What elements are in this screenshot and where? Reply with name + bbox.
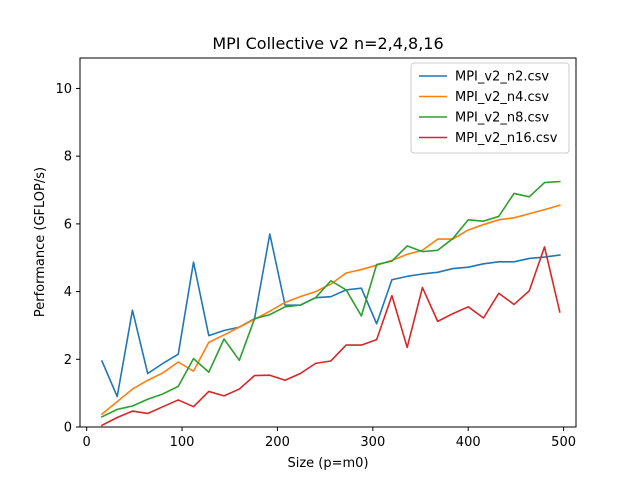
x-axis-label: Size (p=m0) [287, 456, 368, 471]
legend-item: MPI_v2_n8.csv [419, 111, 549, 126]
x-tick-label: 100 [170, 435, 195, 450]
legend-item: MPI_v2_n2.csv [419, 70, 549, 85]
legend: MPI_v2_n2.csv MPI_v2_n4.csv MPI_v2_n8.csv M… [410, 62, 570, 154]
legend-label: MPI_v2_n16.csv [455, 131, 558, 146]
y-tick-label: 0 [64, 421, 72, 436]
legend-label: MPI_v2_n8.csv [455, 111, 549, 126]
series-line-1 [100, 233, 561, 398]
legend-label: MPI_v2_n2.csv [455, 70, 549, 85]
axis-ticks: 0 100 200 300 400 500 0 2 4 6 8 10 [55, 82, 576, 450]
series-layer [100, 180, 561, 427]
y-axis-label: Performance (GFLOP/s) [33, 167, 48, 317]
legend-box [410, 62, 570, 154]
x-tick-label: 300 [360, 435, 385, 450]
y-tick-label: 10 [55, 82, 72, 97]
x-tick-label: 500 [551, 435, 576, 450]
series-line-3 [100, 180, 561, 418]
y-tick-label: 8 [64, 150, 72, 165]
x-tick-label: 400 [456, 435, 481, 450]
y-tick-label: 2 [64, 353, 72, 368]
chart-title: MPI Collective v2 n=2,4,8,16 [212, 34, 443, 53]
y-tick-label: 6 [64, 217, 72, 232]
series-line-2 [100, 204, 561, 416]
plot-area-frame [79, 57, 577, 428]
legend-item: MPI_v2_n4.csv [419, 90, 549, 105]
legend-item: MPI_v2_n16.csv [419, 131, 558, 146]
x-tick-label: 200 [265, 435, 290, 450]
x-tick-label: 0 [83, 435, 91, 450]
series-line-4 [100, 246, 561, 427]
legend-label: MPI_v2_n4.csv [455, 90, 549, 105]
y-tick-label: 4 [64, 285, 72, 300]
